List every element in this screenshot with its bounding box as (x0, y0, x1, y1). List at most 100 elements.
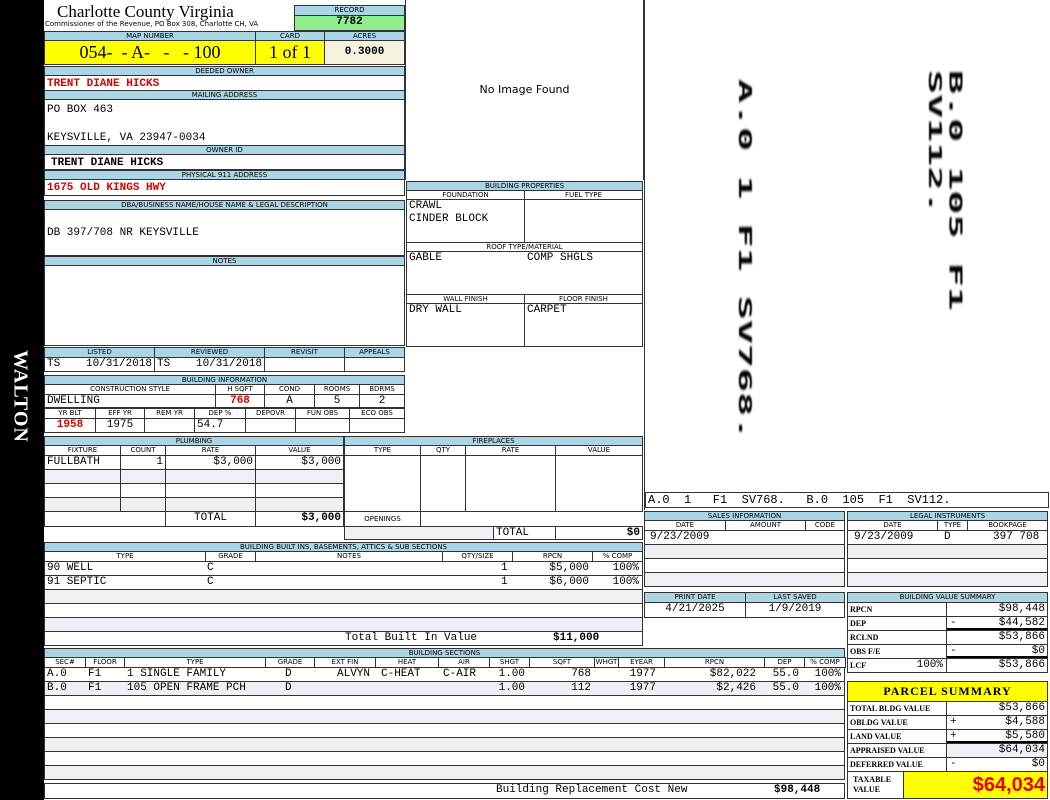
builtin-rpcn: $6,000 (549, 576, 589, 588)
parcel-value: + $4,588 (946, 715, 1048, 730)
bvs-label: DEP (847, 616, 947, 631)
section-cell-heat: C-HEAT (381, 668, 421, 680)
parcel-value: $53,866 (946, 701, 1048, 716)
section-cell-floor: F1 (88, 682, 102, 694)
reviewed-date: 10/31/2018 (195, 358, 262, 370)
sections-row (44, 695, 845, 710)
style-value: DWELLING (44, 394, 216, 408)
builtins-total-row: Total Built In Value $11,000 (44, 631, 643, 646)
lcf-percent: 100% (916, 659, 943, 671)
sections-row: B.0 F1 105 OPEN FRAME PCH D 1.00 112 1977 $2,42… (44, 681, 845, 696)
section-cell-sqft: 112 (571, 682, 591, 694)
legal-row (847, 544, 1048, 559)
bvs-value: - $44,582 (946, 616, 1048, 631)
bvs-amount: $98,448 (998, 603, 1045, 615)
plumbing-total-label: TOTAL (165, 511, 256, 527)
taxable-label: TAXABLE VALUE (847, 771, 904, 799)
property-image-area: No Image Found (405, 0, 644, 180)
replacement-cost-label: Building Replacement Cost New (496, 784, 688, 796)
section-cell-grade: D (285, 668, 292, 680)
sales-row (644, 572, 845, 587)
fireplace-cell (344, 526, 494, 540)
map-number: 054- - A- - - 100 (44, 40, 256, 65)
parcel-label-text: OBLDG VALUE (850, 718, 908, 727)
listed-by: TS (47, 358, 61, 370)
legal-date: 9/23/2009 (854, 531, 914, 543)
builtin-type: 90 WELL (47, 562, 94, 574)
sketch-caption: A.0 1 F1 SV768. B.0 105 F1 SV112. (645, 492, 1049, 508)
legal-description: DB 397/708 NR KEYSVILLE (44, 209, 405, 256)
section-cell-grade: D (285, 682, 292, 694)
bvs-amount: $53,866 (998, 631, 1045, 643)
fireplace-total: $0 (555, 526, 643, 540)
builtins-total-label: Total Built In Value (345, 632, 478, 644)
notes-box (44, 265, 405, 346)
fuel-type-value (524, 199, 643, 243)
plumbing-cell (120, 483, 166, 498)
bvs-label-text: RCLND (850, 633, 879, 642)
bvs-amount: $0 (1031, 645, 1045, 657)
sections-row (44, 751, 845, 766)
parcel-amount: $4,588 (1005, 716, 1045, 728)
plumbing-fixture: FULLBATH (44, 455, 121, 470)
remyr-value (144, 418, 195, 433)
plumbing-cell (165, 497, 256, 512)
plumbing-cell (255, 497, 344, 512)
rooms-value: 5 (314, 394, 360, 408)
legal-row (847, 572, 1048, 587)
taxable-label-1: TAXABLE (853, 775, 892, 784)
section-cell-rpcn: $2,426 (716, 682, 756, 694)
sales-row (644, 558, 845, 573)
section-cell-eyear: 1977 (629, 682, 656, 694)
parcel-summary-header: PARCEL SUMMARY (847, 681, 1048, 702)
sign: - (950, 617, 957, 629)
legal-type: D (944, 531, 951, 543)
plumbing-cell (255, 483, 344, 498)
builtins-row (44, 617, 643, 632)
legal-row (847, 558, 1048, 573)
parcel-label: APPRAISED VALUE (847, 743, 947, 758)
bvs-value: - $0 (946, 644, 1048, 659)
ecoobs-value (349, 418, 405, 433)
bvs-label: RCLND (847, 630, 947, 645)
bvs-label-text: OBS F/E (850, 647, 881, 656)
cond-value: A (264, 394, 315, 408)
card-value: 1 of 1 (255, 40, 325, 65)
reviewed-by: TS (157, 358, 171, 370)
effyr-value: 1975 (95, 418, 145, 433)
builtins-row: 90 WELL C 1 $5,000 100% (44, 561, 643, 576)
sales-row: 9/23/2009 (644, 530, 845, 545)
parcel-value: $64,034 (946, 743, 1048, 758)
sketch-label-b: B.0 105 F1 SV112. (924, 70, 966, 311)
last-saved: 1/9/2019 (745, 602, 845, 618)
floor-finish-value: CARPET (524, 303, 643, 347)
bvs-amount: $53,866 (998, 659, 1045, 671)
fireplace-total-label: TOTAL (493, 526, 556, 540)
sales-row (644, 544, 845, 559)
legal-bookpage: 397 708 (993, 531, 1040, 543)
bvs-value: $98,448 (946, 602, 1048, 617)
depovr-value (245, 418, 296, 433)
hsqft-value: 768 (215, 394, 265, 408)
section-cell-type: 105 OPEN FRAME PCH (127, 682, 246, 694)
foundation-1: CRAWL (409, 200, 443, 212)
wall-finish-value: DRY WALL (406, 303, 525, 347)
physical-address: 1675 OLD KINGS HWY (44, 179, 405, 196)
bvs-label-text: DEP (850, 619, 866, 628)
parcel-label: DEFERRED VALUE (847, 757, 947, 772)
foundation-value: CRAWL CINDER BLOCK (406, 199, 525, 243)
builtins-total: $11,000 (553, 632, 600, 644)
builtin-rpcn: $5,000 (549, 562, 589, 574)
owner-id: TRENT DIANE HICKS (44, 154, 405, 170)
plumbing-value: $3,000 (255, 455, 344, 470)
parcel-label-text: LAND VALUE (850, 732, 902, 741)
replacement-cost-value: $98,448 (774, 784, 821, 796)
taxable-label-2: VALUE (853, 785, 880, 794)
reviewed-value: TS 10/31/2018 (154, 357, 265, 372)
plumbing-cell (120, 497, 166, 512)
plumbing-cell (120, 469, 166, 484)
section-cell-floor: F1 (88, 668, 102, 680)
district-label: WALTON (9, 350, 32, 443)
plumbing-rate: $3,000 (165, 455, 256, 470)
builtin-qty: 1 (501, 576, 508, 588)
